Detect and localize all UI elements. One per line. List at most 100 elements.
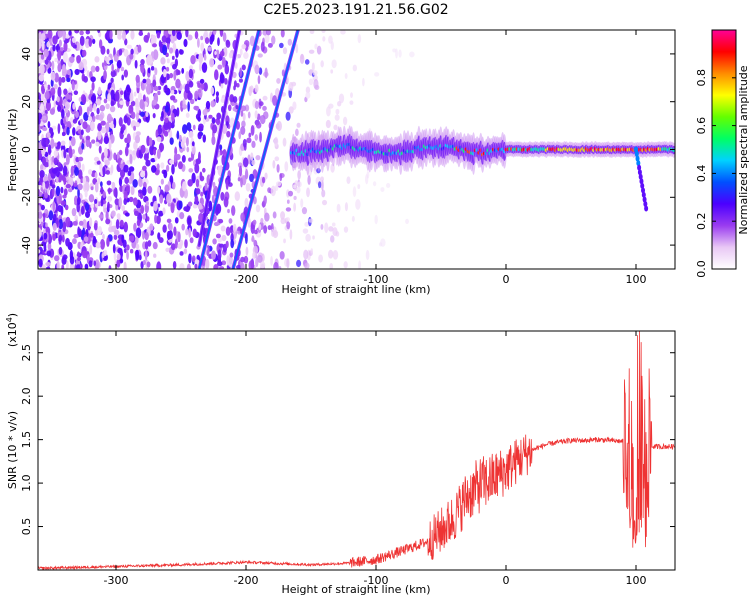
heatmap-cell — [296, 259, 302, 268]
heatmap-cell — [181, 141, 185, 148]
heatmap-cell — [178, 134, 182, 143]
heatmap-cell — [253, 229, 258, 235]
heatmap-cell — [247, 217, 251, 228]
heatmap-cell — [38, 38, 42, 50]
heatmap-cell — [249, 173, 254, 183]
colorbar-label: Normalized spectral amplitude — [737, 65, 750, 234]
heatmap-cell — [320, 60, 324, 68]
heatmap-cell — [187, 216, 192, 226]
heatmap-cell — [86, 254, 90, 265]
heatmap-cell — [38, 124, 41, 133]
heatmap-cell — [240, 212, 245, 222]
heatmap-cell — [171, 112, 175, 122]
heatmap-cell — [97, 30, 101, 34]
heatmap-cell — [89, 217, 93, 227]
heatmap-cell — [105, 170, 111, 175]
heatmap-cell — [111, 225, 116, 232]
heatmap-cell — [248, 132, 252, 138]
heatmap-cell — [48, 168, 53, 174]
heatmap-cell — [47, 144, 52, 155]
heatmap-cell — [220, 225, 226, 232]
heatmap-cell — [224, 77, 228, 85]
heatmap-cell — [129, 235, 135, 242]
heatmap-cell — [58, 246, 63, 256]
x-tick-label: -200 — [234, 574, 259, 587]
heatmap-cell — [292, 101, 297, 111]
heatmap-cell — [312, 70, 318, 76]
heatmap-cell — [89, 70, 93, 79]
heatmap-cell — [68, 30, 72, 36]
heatmap-cell — [244, 168, 249, 180]
y-tick-label: 0.5 — [20, 518, 33, 536]
heatmap-cell — [365, 174, 369, 185]
heatmap-cell — [62, 51, 68, 63]
heatmap-cell — [329, 262, 334, 269]
heatmap-cell — [380, 238, 386, 247]
heatmap-cell — [291, 81, 297, 87]
heatmap-cell — [61, 256, 67, 265]
heatmap-cell — [190, 55, 196, 65]
heatmap-cell — [217, 249, 222, 261]
heatmap-cell — [273, 136, 279, 147]
heatmap-cell — [144, 231, 149, 241]
heatmap-cell — [165, 37, 171, 44]
heatmap-cell — [177, 243, 183, 250]
heatmap-cell — [257, 254, 263, 263]
heatmap-cell — [62, 221, 67, 233]
colorbar-tick-label: 0.2 — [695, 212, 708, 230]
heatmap-cell — [187, 179, 193, 187]
y-tick-label: 1.0 — [20, 474, 33, 492]
heatmap-cell — [136, 219, 141, 227]
heatmap-cell — [116, 60, 122, 69]
heatmap-cell — [147, 54, 153, 66]
heatmap-cell — [257, 75, 261, 85]
heatmap-cell — [98, 214, 104, 219]
heatmap-cell — [90, 121, 95, 131]
heatmap-cell — [365, 249, 370, 261]
heatmap-cell — [119, 219, 124, 228]
heatmap-cell — [197, 82, 201, 88]
heatmap-cell — [53, 149, 59, 157]
heatmap-cell — [251, 159, 256, 166]
heatmap-cell — [67, 188, 73, 193]
y-tick-label: 0 — [20, 146, 33, 153]
heatmap-cell — [285, 217, 290, 222]
heatmap-cell — [194, 105, 200, 111]
heatmap-cell — [241, 120, 246, 128]
heatmap-cell — [152, 148, 157, 156]
heatmap-cell — [274, 156, 280, 162]
heatmap-cell — [57, 161, 62, 168]
heatmap-cell — [188, 157, 192, 162]
heatmap-cell — [48, 210, 54, 221]
heatmap-cell — [173, 70, 177, 81]
heatmap-cell — [123, 221, 128, 233]
heatmap-cell — [171, 181, 176, 190]
heatmap-cell — [332, 249, 339, 260]
heatmap-cell — [71, 149, 75, 154]
heatmap-cell — [143, 153, 149, 161]
heatmap-cell — [43, 232, 48, 240]
heatmap-cell — [114, 198, 120, 206]
heatmap-cell — [350, 92, 353, 98]
heatmap-cell — [342, 116, 348, 126]
heatmap-cell — [183, 248, 188, 255]
heatmap-tail — [634, 151, 639, 158]
heatmap-cell — [86, 70, 90, 77]
heatmap-cell — [317, 181, 322, 189]
heatmap-cell — [204, 182, 208, 193]
heatmap-cell — [216, 119, 221, 126]
heatmap-cell — [73, 90, 79, 96]
heatmap-cell — [52, 186, 55, 197]
colorbar-tick-label: 0.0 — [695, 260, 708, 278]
y-tick-label: 40 — [20, 47, 33, 61]
heatmap-cell — [130, 111, 136, 120]
x-tick-label: -100 — [364, 273, 389, 286]
heatmap-cell — [194, 162, 200, 174]
heatmap-cell — [220, 191, 225, 201]
heatmap-cell — [77, 183, 83, 191]
heatmap-cell — [212, 238, 217, 245]
heatmap-cell — [57, 59, 61, 65]
heatmap-cell — [176, 31, 182, 40]
heatmap-cell — [182, 124, 188, 134]
heatmap-cell — [270, 185, 276, 197]
